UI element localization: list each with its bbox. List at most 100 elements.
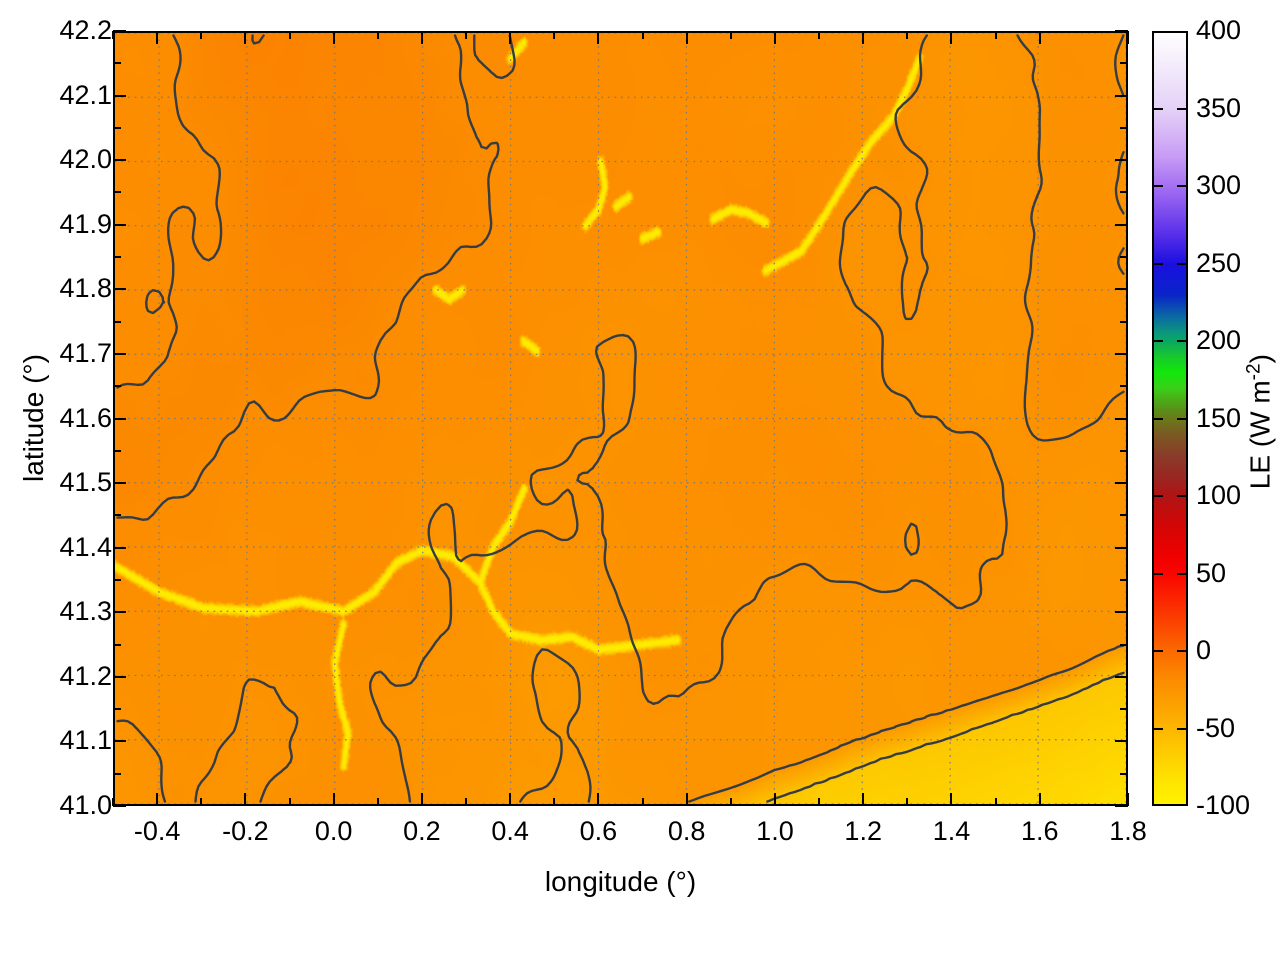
x-tick-minor <box>729 798 732 806</box>
y-tick-major-right <box>1115 482 1128 485</box>
colorbar-tick-label: 300 <box>1196 170 1242 200</box>
x-tick-major-top <box>332 31 335 44</box>
x-tick-major <box>862 793 865 806</box>
x-tick-minor <box>641 798 644 806</box>
y-tick-label: 41.6 <box>59 402 112 433</box>
y-tick-major-right <box>1115 94 1128 97</box>
colorbar-title-exponent: -2 <box>1243 363 1265 381</box>
y-tick-major <box>113 546 126 549</box>
y-tick-major-right <box>1115 288 1128 291</box>
y-tick-minor-right <box>1120 385 1128 388</box>
colorbar-tick-right <box>1177 572 1188 575</box>
x-tick-minor-top <box>465 31 468 39</box>
y-tick-major <box>113 159 126 162</box>
y-tick-major-right <box>1115 546 1128 549</box>
colorbar-tick-label: -50 <box>1196 712 1236 743</box>
y-tick-major-right <box>1115 740 1128 743</box>
x-tick-minor-top <box>376 31 379 39</box>
y-tick-minor <box>113 256 121 259</box>
x-tick-minor <box>906 798 909 806</box>
y-tick-major-right <box>1115 159 1128 162</box>
x-tick-major-top <box>420 31 423 44</box>
colorbar-title: LE (W m-2) <box>1243 302 1276 542</box>
colorbar-tick-right <box>1177 650 1188 652</box>
colorbar-tick-label: 250 <box>1196 247 1242 278</box>
y-tick-minor-right <box>1120 643 1128 646</box>
plot-area <box>113 31 1128 806</box>
y-tick-minor <box>113 62 121 65</box>
x-tick-minor <box>994 798 997 806</box>
x-tick-label: -0.4 <box>133 816 181 846</box>
x-tick-minor-top <box>818 31 821 39</box>
y-tick-minor <box>113 772 121 775</box>
y-tick-minor-right <box>1120 578 1128 581</box>
colorbar-tick-left <box>1152 107 1163 110</box>
x-tick-major-top <box>156 31 159 44</box>
y-tick-major <box>113 417 126 420</box>
x-tick-major-top <box>685 31 688 44</box>
x-tick-label: 0.8 <box>667 816 706 846</box>
y-tick-label: 41.2 <box>59 660 112 691</box>
y-tick-label: 41.1 <box>59 725 112 756</box>
y-tick-minor-right <box>1120 514 1128 517</box>
y-tick-major <box>113 94 126 97</box>
colorbar-tick-right <box>1177 107 1188 110</box>
x-tick-major-top <box>773 31 776 44</box>
x-tick-major <box>420 793 423 806</box>
y-tick-major <box>113 352 126 355</box>
y-tick-minor-right <box>1120 126 1128 129</box>
x-tick-minor <box>818 798 821 806</box>
colorbar-tick-label: 200 <box>1196 325 1242 355</box>
x-tick-major <box>244 793 247 806</box>
colorbar-tick-left <box>1152 572 1163 575</box>
y-tick-label: 41.5 <box>59 467 112 498</box>
x-tick-minor <box>376 798 379 806</box>
x-tick-label: 0.6 <box>579 816 618 846</box>
x-tick-major <box>597 793 600 806</box>
y-tick-label: 42.2 <box>59 15 112 45</box>
colorbar-tick-label: 350 <box>1196 92 1242 123</box>
y-tick-major <box>113 30 126 32</box>
x-tick-label: 0.0 <box>314 816 353 846</box>
colorbar-tick-label: -100 <box>1196 790 1251 820</box>
y-tick-major-right <box>1115 805 1128 807</box>
x-tick-minor <box>112 798 114 806</box>
y-tick-major-right <box>1115 611 1128 614</box>
colorbar-tick-left <box>1152 262 1163 265</box>
y-tick-minor <box>113 385 121 388</box>
x-tick-major-top <box>950 31 953 44</box>
colorbar-tick-left <box>1152 727 1163 730</box>
x-axis-title: longitude (°) <box>544 866 697 897</box>
y-tick-minor-right <box>1120 449 1128 452</box>
y-tick-major-right <box>1115 223 1128 226</box>
x-tick-minor-top <box>994 31 997 39</box>
x-tick-label: 0.4 <box>491 816 529 846</box>
x-tick-label: 1.0 <box>756 816 794 846</box>
x-tick-major <box>332 793 335 806</box>
y-axis-title: latitude (°) <box>18 354 49 482</box>
x-tick-major-top <box>862 31 865 44</box>
colorbar-tick-left <box>1152 185 1163 187</box>
y-tick-major <box>113 288 126 291</box>
colorbar-tick-left <box>1152 650 1163 652</box>
x-tick-major <box>950 793 953 806</box>
x-tick-label: 1.8 <box>1109 816 1147 846</box>
colorbar-title-text: LE (W m <box>1244 380 1276 490</box>
colorbar-tick-right <box>1177 185 1188 187</box>
y-tick-minor-right <box>1120 256 1128 259</box>
y-tick-minor <box>113 708 121 711</box>
colorbar-tick-right <box>1177 727 1188 730</box>
x-tick-major <box>773 793 776 806</box>
colorbar-tick-label: 400 <box>1196 15 1242 45</box>
y-tick-major-right <box>1115 675 1128 678</box>
x-tick-major-top <box>244 31 247 44</box>
y-tick-minor <box>113 320 121 323</box>
x-tick-minor <box>553 798 556 806</box>
colorbar-tick-label: 100 <box>1196 480 1242 510</box>
y-tick-label: 41.9 <box>59 208 112 239</box>
heatmap-field <box>115 33 1126 804</box>
y-tick-major-right <box>1115 30 1128 32</box>
y-tick-minor <box>113 514 121 517</box>
y-tick-label: 41.3 <box>59 596 112 627</box>
y-tick-minor-right <box>1120 191 1128 194</box>
